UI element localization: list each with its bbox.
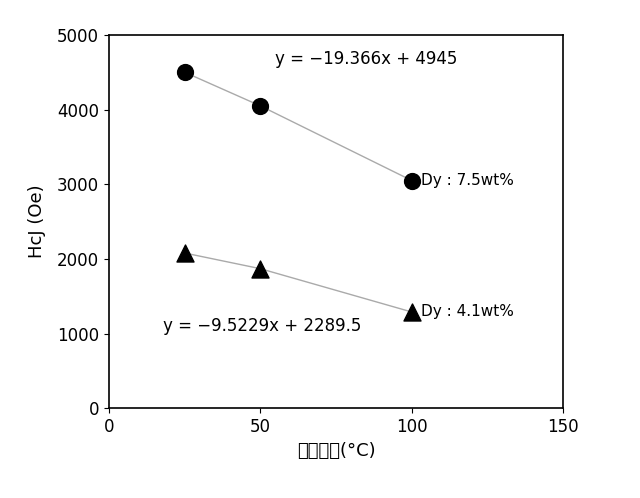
Point — [179, 249, 189, 257]
Text: Dy : 4.1wt%: Dy : 4.1wt% — [421, 304, 514, 320]
Text: y = −9.5229x + 2289.5: y = −9.5229x + 2289.5 — [163, 317, 362, 335]
Point — [255, 264, 266, 272]
Point — [406, 308, 417, 316]
Y-axis label: HcJ (Oe): HcJ (Oe) — [28, 185, 46, 258]
Point — [255, 102, 266, 110]
Text: Dy : 7.5wt%: Dy : 7.5wt% — [421, 173, 514, 188]
Point — [179, 68, 189, 76]
X-axis label: 測定温度(°C): 測定温度(°C) — [297, 442, 375, 460]
Point — [406, 176, 417, 184]
Text: y = −19.366x + 4945: y = −19.366x + 4945 — [275, 50, 458, 68]
